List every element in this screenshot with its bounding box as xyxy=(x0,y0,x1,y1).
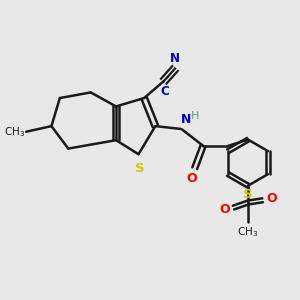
Text: C: C xyxy=(160,85,169,98)
Text: N: N xyxy=(170,52,180,65)
Text: O: O xyxy=(187,172,197,184)
Text: H: H xyxy=(191,111,200,121)
Text: CH$_3$: CH$_3$ xyxy=(238,226,259,239)
Text: O: O xyxy=(266,192,277,206)
Text: S: S xyxy=(243,188,253,201)
Text: CH$_3$: CH$_3$ xyxy=(4,125,25,139)
Text: N: N xyxy=(181,113,192,126)
Text: S: S xyxy=(135,162,145,175)
Text: O: O xyxy=(220,203,230,216)
